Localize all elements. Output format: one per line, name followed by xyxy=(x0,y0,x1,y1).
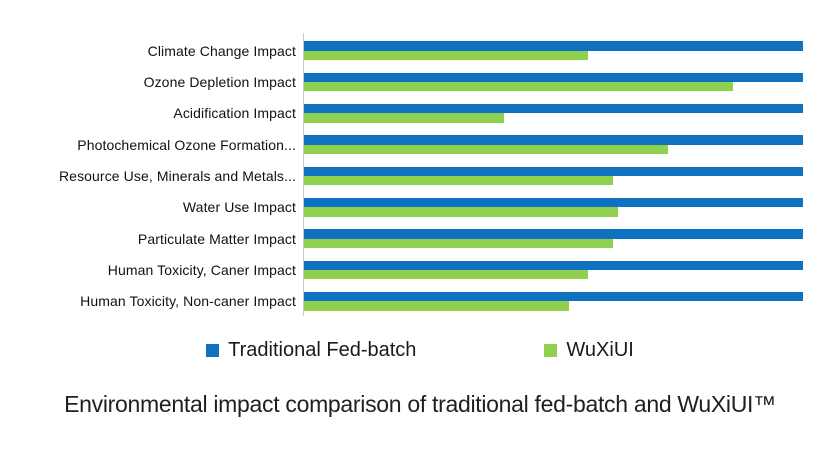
bar-wuxiui xyxy=(304,81,734,92)
category-label: Water Use Impact xyxy=(182,199,296,216)
bar-traditional-fed-batch xyxy=(304,260,804,270)
legend-label-traditional: Traditional Fed-batch xyxy=(228,338,417,361)
chart-caption: Environmental impact comparison of tradi… xyxy=(64,391,776,417)
category-axis-labels: Climate Change Impact Ozone Depletion Imp… xyxy=(0,35,296,317)
bar-traditional-fed-batch xyxy=(304,103,804,114)
bar-wuxiui xyxy=(304,301,569,311)
bar-wuxiui xyxy=(304,175,614,186)
bar-row xyxy=(304,192,838,223)
bar-row xyxy=(304,286,838,317)
bar-row xyxy=(304,254,838,285)
bar-row xyxy=(304,129,838,160)
bar-traditional-fed-batch xyxy=(304,72,804,82)
bar-wuxiui xyxy=(304,269,589,280)
bar-traditional-fed-batch xyxy=(304,291,804,302)
category-label: Acidification Impact xyxy=(173,105,296,122)
bar-wuxiui xyxy=(304,238,614,249)
legend: Traditional Fed-batch WuXiUI xyxy=(0,336,840,364)
category-label: Human Toxicity, Caner Impact xyxy=(107,261,296,278)
bar-traditional-fed-batch xyxy=(304,166,804,176)
bar-traditional-fed-batch xyxy=(304,197,804,208)
category-label: Human Toxicity, Non-caner Impact xyxy=(80,293,296,310)
bar-traditional-fed-batch xyxy=(304,229,804,239)
bar-wuxiui xyxy=(304,50,589,61)
y-axis-line xyxy=(303,33,304,316)
bar-row xyxy=(304,66,838,97)
bar-row xyxy=(304,98,838,129)
bar-traditional-fed-batch xyxy=(304,41,804,51)
legend-label-wuxiui: WuXiUI xyxy=(566,338,634,361)
category-label: Particulate Matter Impact xyxy=(137,230,296,247)
bar-wuxiui xyxy=(304,207,619,217)
bar-row xyxy=(304,160,838,191)
bar-row xyxy=(304,35,838,66)
bar-wuxiui xyxy=(304,144,669,155)
category-label: Ozone Depletion Impact xyxy=(143,73,296,90)
legend-item-traditional-fed-batch: Traditional Fed-batch xyxy=(206,339,416,362)
category-label: Climate Change Impact xyxy=(147,42,296,59)
legend-swatch-wuxiui-icon xyxy=(544,343,558,357)
category-label: Photochemical Ozone Formation... xyxy=(77,136,296,153)
plot-area xyxy=(304,35,838,317)
bar-row xyxy=(304,223,838,254)
bar-traditional-fed-batch xyxy=(304,135,804,145)
legend-swatch-traditional-icon xyxy=(206,343,220,357)
legend-item-wuxiui: WuXiUI xyxy=(544,338,634,362)
bar-wuxiui xyxy=(304,113,504,123)
category-label: Resource Use, Minerals and Metals... xyxy=(58,167,296,184)
